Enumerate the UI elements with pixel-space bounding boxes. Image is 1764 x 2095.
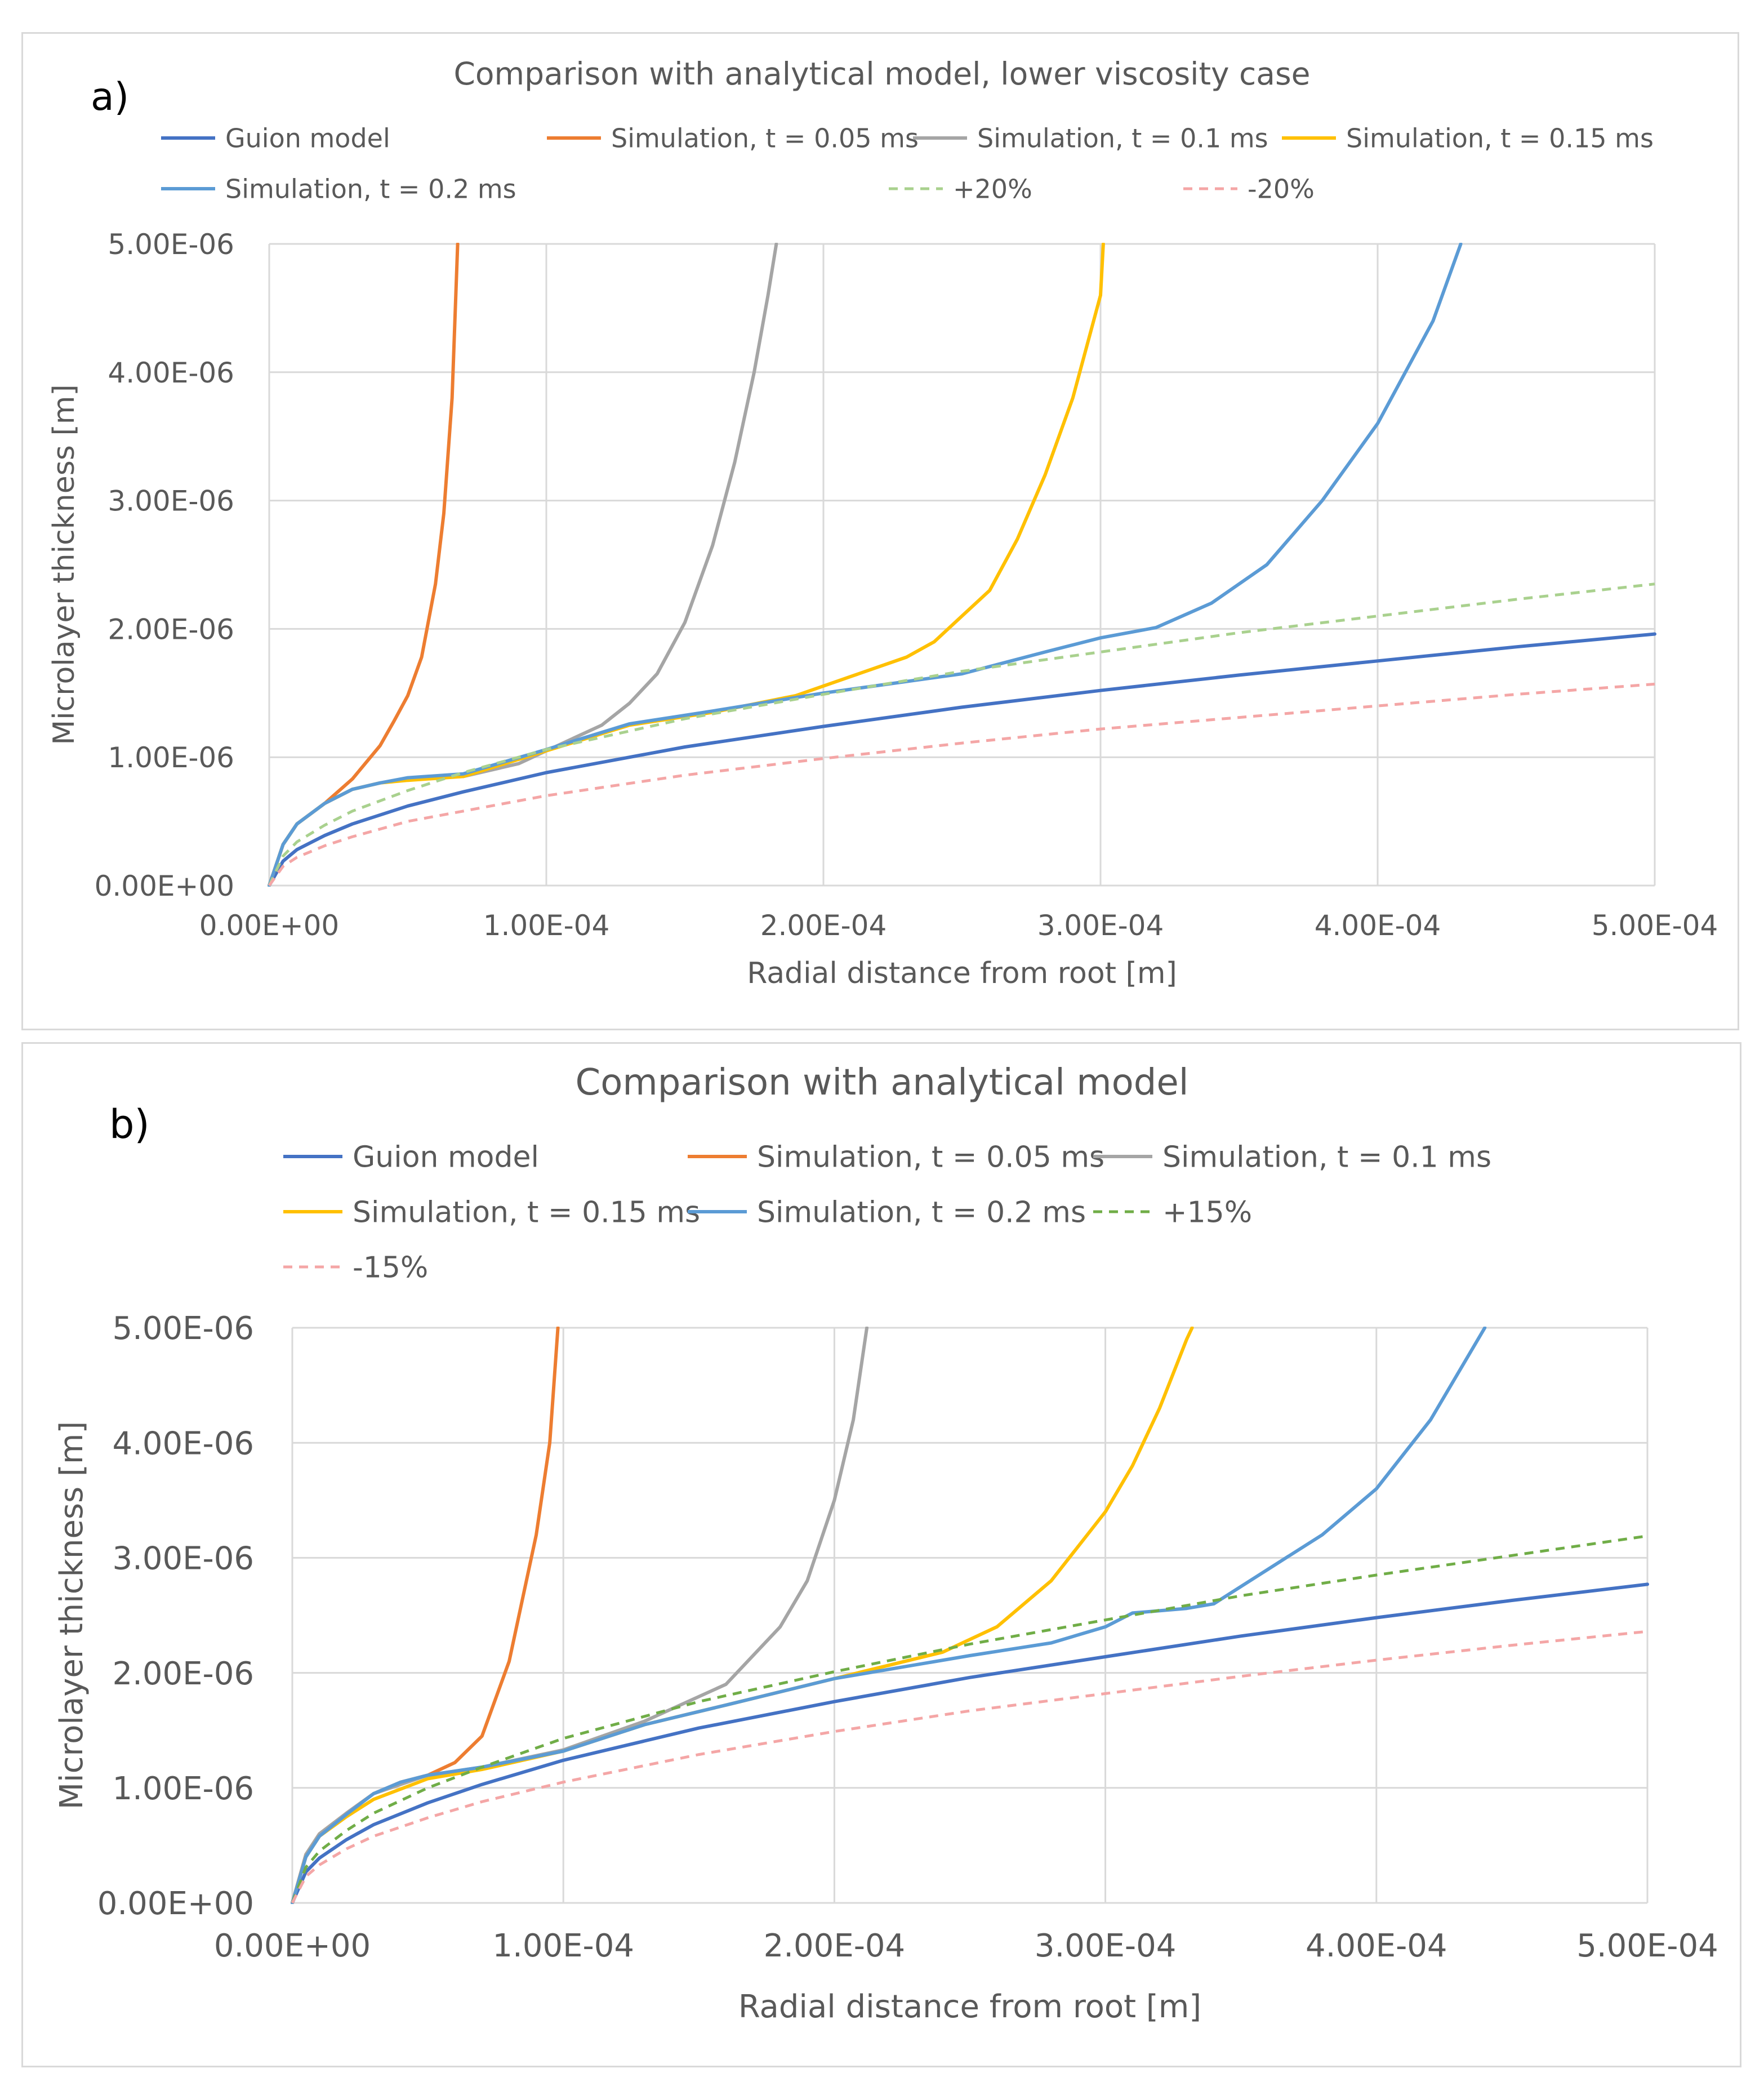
series-line-simulation-t-0-05-ms	[268, 243, 460, 887]
panel-label: a)	[91, 75, 129, 119]
legend-label: Simulation, t = 0.2 ms	[225, 174, 516, 204]
y-tick-label: 0.00E+00	[97, 1885, 254, 1922]
x-tick-label: 2.00E-04	[760, 909, 887, 942]
series-line-simulation-t-0-1-ms	[268, 243, 778, 887]
chart-title: Comparison with analytical model	[576, 1062, 1189, 1104]
x-tick-label: 4.00E-04	[1306, 1928, 1447, 1964]
x-axis-label: Radial distance from root [m]	[738, 1989, 1201, 2025]
y-tick-label: 5.00E-06	[112, 1310, 254, 1347]
series-line-simulation-t-0-05-ms	[291, 1327, 560, 1904]
legend-label: Guion model	[225, 123, 390, 154]
x-tick-label: 1.00E-04	[483, 909, 610, 942]
series-line-simulation-t-0-1-ms	[291, 1327, 869, 1904]
legend-label: Simulation, t = 0.05 ms	[611, 123, 919, 154]
series-line-simulation-t-0-2-ms	[268, 243, 1463, 887]
legend-label: -20%	[1248, 174, 1315, 204]
legend-label: Simulation, t = 0.15 ms	[353, 1196, 700, 1230]
chart-b-svg: b) Comparison with analytical model 0.00E+…	[54, 1062, 1718, 2025]
legend-label: Simulation, t = 0.15 ms	[1346, 123, 1654, 154]
x-tick-label: 0.00E+00	[214, 1928, 371, 1964]
legend-label: Guion model	[353, 1141, 539, 1175]
y-tick-label: 1.00E-06	[108, 741, 234, 774]
series-line-simulation-t-0-15-ms	[268, 243, 1105, 887]
y-tick-label: 3.00E-06	[112, 1541, 254, 1577]
x-tick-label: 5.00E-04	[1576, 1928, 1718, 1964]
series-line-guion-model	[268, 632, 1656, 887]
x-tick-label: 4.00E-04	[1315, 909, 1441, 942]
legend-label: Simulation, t = 0.05 ms	[757, 1141, 1104, 1175]
x-tick-label: 1.00E-04	[492, 1928, 634, 1964]
x-tick-label: 3.00E-04	[1037, 909, 1164, 942]
y-tick-label: 4.00E-06	[108, 357, 234, 389]
series-line-simulation-t-0-2-ms	[291, 1327, 1487, 1904]
y-tick-label: 2.00E-06	[108, 613, 234, 646]
x-tick-label: 5.00E-04	[1592, 909, 1718, 942]
series-line-20	[268, 682, 1655, 887]
legend-label: Simulation, t = 0.1 ms	[1162, 1141, 1491, 1175]
y-tick-label: 4.00E-06	[112, 1425, 254, 1462]
x-tick-label: 3.00E-04	[1035, 1928, 1177, 1964]
x-tick-label: 0.00E+00	[199, 909, 339, 942]
legend-label: Simulation, t = 0.1 ms	[977, 123, 1268, 154]
chart-panel-a: a) Comparison with analytical model, lowe…	[21, 32, 1739, 1030]
chart-a-svg: a) Comparison with analytical model, lowe…	[47, 56, 1718, 990]
legend-label: +20%	[953, 174, 1032, 204]
y-axis-label: Microlayer thickness [m]	[54, 1421, 90, 1810]
x-tick-label: 2.00E-04	[764, 1928, 906, 1964]
chart-title: Comparison with analytical model, lower …	[453, 56, 1310, 92]
series-line-guion-model	[291, 1582, 1649, 1904]
y-tick-label: 3.00E-06	[108, 485, 234, 518]
chart-panel-b: b) Comparison with analytical model 0.00E+…	[21, 1042, 1741, 2067]
y-tick-label: 2.00E-06	[112, 1656, 254, 1692]
legend-label: Simulation, t = 0.2 ms	[757, 1196, 1086, 1230]
y-tick-label: 0.00E+00	[95, 870, 234, 902]
y-tick-label: 5.00E-06	[108, 228, 234, 261]
series-line-15	[291, 1534, 1648, 1903]
x-axis-label: Radial distance from root [m]	[747, 957, 1177, 990]
legend-label: +15%	[1162, 1196, 1252, 1230]
panel-label: b)	[109, 1101, 150, 1147]
series-line-20	[268, 582, 1655, 887]
y-tick-label: 1.00E-06	[112, 1771, 254, 1807]
legend-label: -15%	[353, 1251, 428, 1285]
series-line-15	[291, 1630, 1648, 1904]
y-axis-label: Microlayer thickness [m]	[47, 384, 81, 745]
